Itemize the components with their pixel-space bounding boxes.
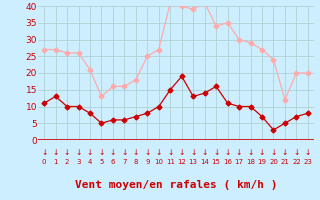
Text: 13: 13 [189,159,198,165]
Text: ↓: ↓ [52,148,59,157]
Text: 4: 4 [88,159,92,165]
Text: 9: 9 [145,159,149,165]
Text: ↓: ↓ [156,148,162,157]
Text: 14: 14 [200,159,209,165]
Text: ↓: ↓ [179,148,185,157]
Text: 10: 10 [154,159,163,165]
Text: 18: 18 [246,159,255,165]
Text: ↓: ↓ [224,148,231,157]
Text: ↓: ↓ [144,148,150,157]
Text: 1: 1 [53,159,58,165]
Text: ↓: ↓ [202,148,208,157]
Text: 19: 19 [258,159,267,165]
Text: 6: 6 [111,159,115,165]
Text: ↓: ↓ [110,148,116,157]
Text: 12: 12 [177,159,186,165]
Text: ↓: ↓ [282,148,288,157]
Text: 20: 20 [269,159,278,165]
Text: ↓: ↓ [98,148,105,157]
Text: ↓: ↓ [305,148,311,157]
Text: ↓: ↓ [190,148,196,157]
Text: 21: 21 [281,159,289,165]
Text: ↓: ↓ [247,148,254,157]
Text: 17: 17 [235,159,244,165]
Text: ↓: ↓ [236,148,242,157]
Text: 23: 23 [303,159,312,165]
Text: ↓: ↓ [293,148,300,157]
Text: 7: 7 [122,159,127,165]
Text: 11: 11 [166,159,175,165]
Text: 8: 8 [134,159,138,165]
Text: ↓: ↓ [259,148,265,157]
Text: 15: 15 [212,159,220,165]
Text: Vent moyen/en rafales ( km/h ): Vent moyen/en rafales ( km/h ) [75,180,277,190]
Text: ↓: ↓ [121,148,128,157]
Text: ↓: ↓ [133,148,139,157]
Text: 22: 22 [292,159,301,165]
Text: ↓: ↓ [87,148,93,157]
Text: ↓: ↓ [64,148,70,157]
Text: 0: 0 [42,159,46,165]
Text: ↓: ↓ [213,148,219,157]
Text: ↓: ↓ [167,148,173,157]
Text: 3: 3 [76,159,81,165]
Text: 16: 16 [223,159,232,165]
Text: ↓: ↓ [41,148,47,157]
Text: 2: 2 [65,159,69,165]
Text: ↓: ↓ [75,148,82,157]
Text: ↓: ↓ [270,148,277,157]
Text: 5: 5 [99,159,104,165]
